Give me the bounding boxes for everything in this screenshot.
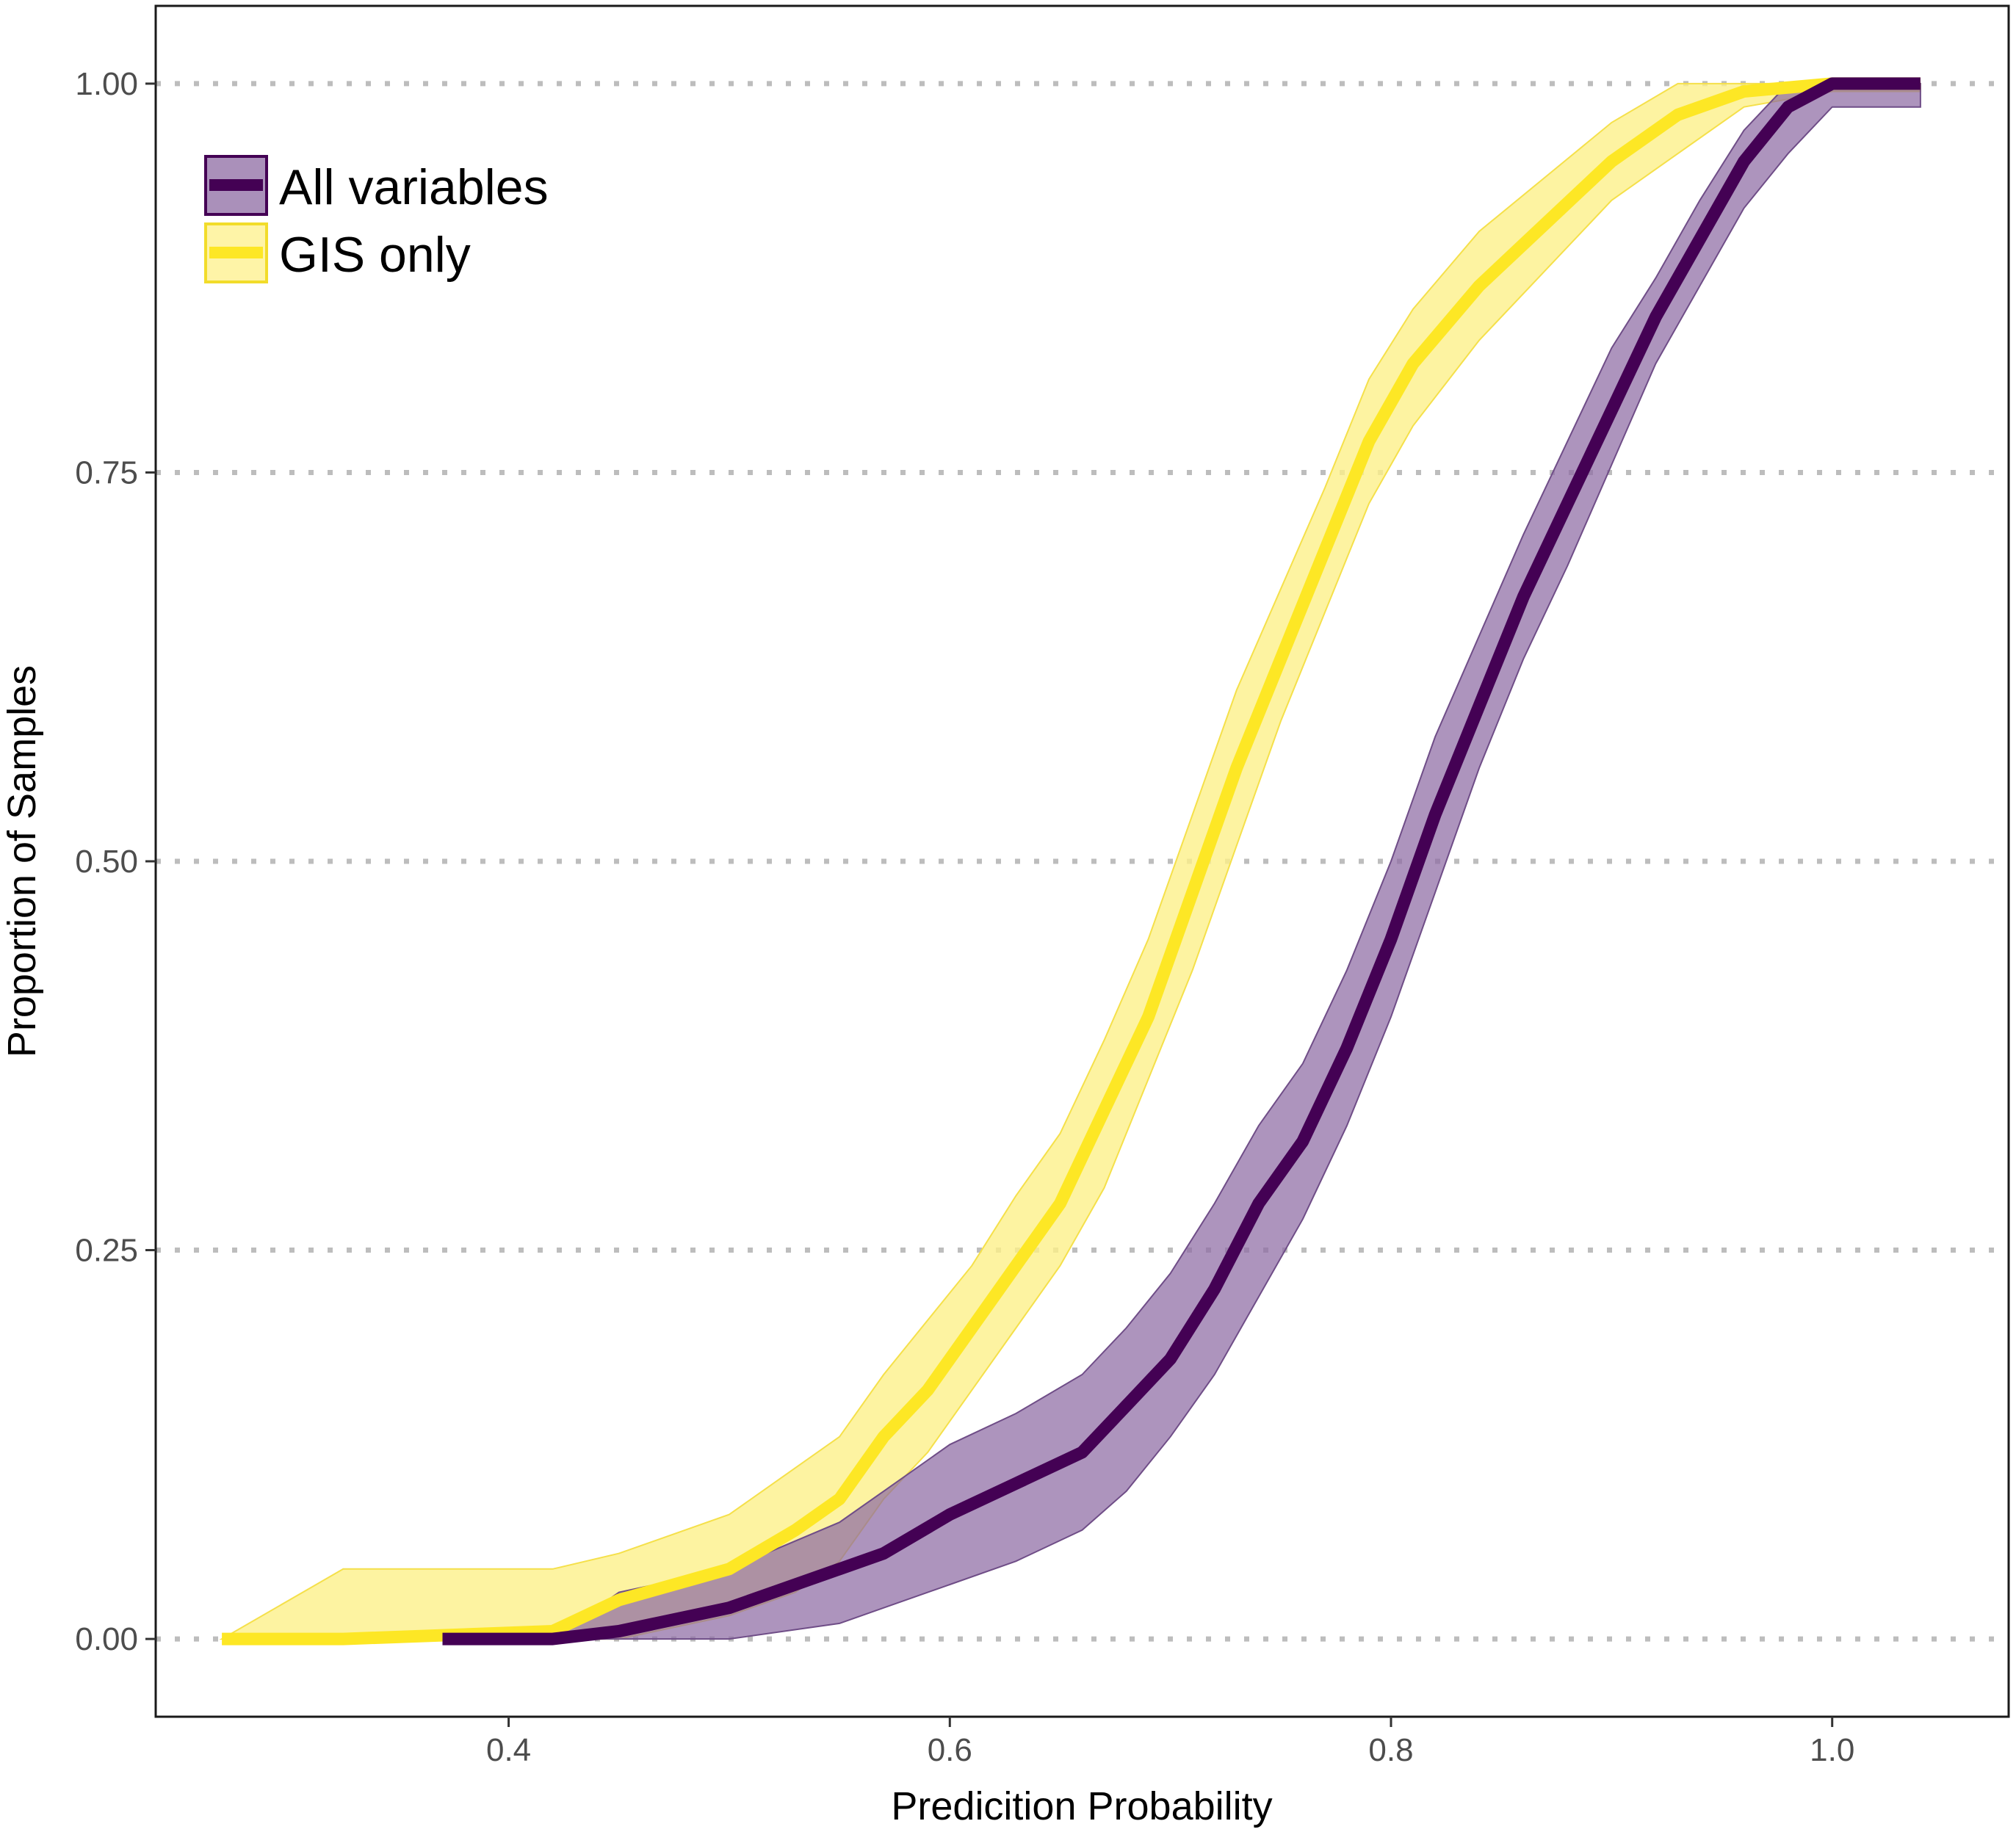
y-tick-label-0.25: 0.25 — [75, 1233, 138, 1269]
y-tick-label-0.75: 0.75 — [75, 455, 138, 490]
legend-item-all-variables: All variables — [204, 155, 549, 216]
legend-label-all-variables: All variables — [279, 159, 549, 215]
y-tick-label-1.00: 1.00 — [75, 66, 138, 102]
x-tick-label-1.0: 1.0 — [1810, 1732, 1854, 1768]
x-tick-label-0.4: 0.4 — [486, 1732, 531, 1768]
y-tick-label-0.50: 0.50 — [75, 844, 138, 880]
ecdf-line-all-variables — [442, 77, 1921, 1645]
legend: All variables GIS only — [204, 155, 549, 283]
legend-label-gis-only: GIS only — [279, 227, 471, 283]
legend-item-gis-only: GIS only — [204, 222, 471, 283]
ecdf-lines — [222, 77, 1921, 1645]
x-tick-label-0.6: 0.6 — [928, 1732, 972, 1768]
ecdf-line-gis-only — [222, 77, 1921, 1645]
confidence-band-all-variables — [442, 82, 1921, 1640]
y-axis-title: Proportion of Samples — [0, 665, 44, 1057]
y-tick-label-0.00: 0.00 — [75, 1621, 138, 1657]
axes: 0.4 0.6 0.8 1.0 0.00 0.25 0.50 0.75 1.00 — [75, 66, 1854, 1768]
x-axis-title: Predicition Probability — [891, 1784, 1272, 1828]
x-tick-label-0.8: 0.8 — [1368, 1732, 1413, 1768]
